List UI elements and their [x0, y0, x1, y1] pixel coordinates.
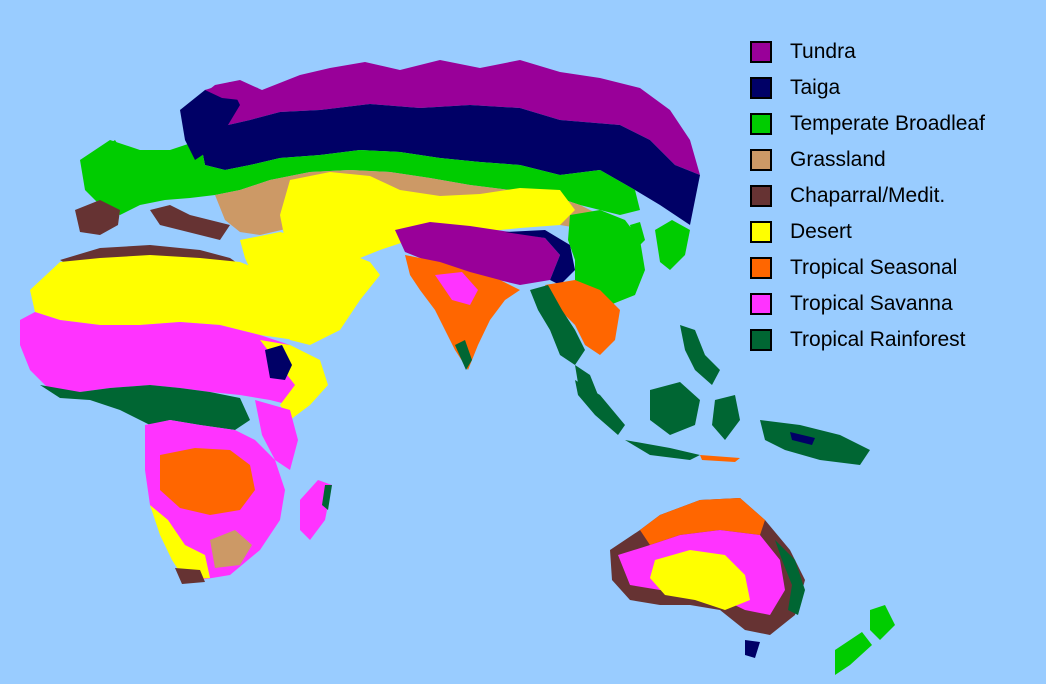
- sumatra: [575, 380, 625, 435]
- legend-item-temperate: Temperate Broadleaf: [750, 106, 1040, 142]
- chaparral-swatch: [750, 185, 772, 207]
- temperate-swatch: [750, 113, 772, 135]
- legend-item-grassland: Grassland: [750, 142, 1040, 178]
- legend-label: Temperate Broadleaf: [790, 112, 985, 135]
- africa: [20, 245, 332, 584]
- legend-item-seasonal: Tropical Seasonal: [750, 250, 1040, 286]
- eurasia: [75, 60, 700, 410]
- iberia: [75, 200, 120, 235]
- java: [625, 440, 700, 460]
- scandinavia-tundra: [205, 82, 258, 100]
- legend-item-savanna: Tropical Savanna: [750, 286, 1040, 322]
- japan: [655, 220, 690, 270]
- legend-label: Grassland: [790, 148, 886, 171]
- legend-label: Taiga: [790, 76, 841, 99]
- new-zealand-south: [835, 632, 872, 675]
- legend-item-tundra: Tundra: [750, 34, 1040, 70]
- eurasia-tundra: [196, 60, 700, 175]
- australia: [610, 498, 895, 675]
- australia-desert: [650, 550, 750, 610]
- tibet-tundra: [395, 222, 560, 285]
- india-seasonal: [405, 255, 520, 370]
- legend-item-chaparral: Chaparral/Medit.: [750, 178, 1040, 214]
- tasmania: [745, 640, 760, 658]
- legend: Tundra Taiga Temperate Broadleaf Grassla…: [750, 34, 1040, 358]
- taiga-swatch: [750, 77, 772, 99]
- legend-label: Desert: [790, 220, 852, 243]
- new-guinea-highlands: [790, 432, 815, 445]
- congo-rainforest: [40, 385, 250, 430]
- new-zealand-north: [870, 605, 895, 640]
- india-savanna: [435, 272, 478, 305]
- ethiopia-highlands: [265, 345, 292, 380]
- sulawesi: [712, 395, 740, 440]
- grassland-swatch: [750, 149, 772, 171]
- legend-label: Tropical Rainforest: [790, 328, 966, 351]
- lesser-sundas: [700, 455, 740, 462]
- scandinavia: [180, 85, 240, 160]
- desert-swatch: [750, 221, 772, 243]
- eurasia-taiga: [200, 104, 700, 225]
- legend-label: Chaparral/Medit.: [790, 184, 946, 207]
- legend-item-rainforest: Tropical Rainforest: [750, 322, 1040, 358]
- australia-seasonal: [640, 498, 765, 545]
- legend-item-desert: Desert: [750, 214, 1040, 250]
- rainforest-swatch: [750, 329, 772, 351]
- india-rainforest: [455, 340, 472, 370]
- eurasia-temperate: [80, 140, 640, 215]
- philippines: [680, 325, 720, 385]
- sahel-savanna: [20, 312, 305, 405]
- sahara: [30, 255, 300, 340]
- archipelago: [575, 325, 870, 465]
- madagascar-rainforest: [322, 485, 332, 510]
- south-africa-seasonal: [160, 448, 255, 515]
- korea: [630, 222, 645, 250]
- cape-chaparral: [175, 568, 205, 584]
- south-africa-grassland: [210, 530, 252, 568]
- tundra-swatch: [750, 41, 772, 63]
- italy-greece: [150, 205, 230, 240]
- legend-label: Tundra: [790, 40, 856, 63]
- indochina-rainforest: [530, 285, 585, 365]
- east-africa-savanna: [255, 400, 298, 470]
- china-temperate: [568, 210, 645, 305]
- kalahari-namib: [150, 505, 210, 580]
- legend-label: Tropical Savanna: [790, 292, 953, 315]
- legend-label: Tropical Seasonal: [790, 256, 958, 279]
- uk: [100, 140, 125, 175]
- seasonal-swatch: [750, 257, 772, 279]
- savanna-swatch: [750, 293, 772, 315]
- tibet-taiga: [505, 230, 575, 285]
- eurasia-desert: [280, 172, 575, 268]
- indochina-seasonal: [545, 280, 620, 355]
- borneo: [650, 382, 700, 435]
- australia-rainforest: [775, 540, 805, 615]
- legend-item-taiga: Taiga: [750, 70, 1040, 106]
- new-guinea: [760, 420, 870, 465]
